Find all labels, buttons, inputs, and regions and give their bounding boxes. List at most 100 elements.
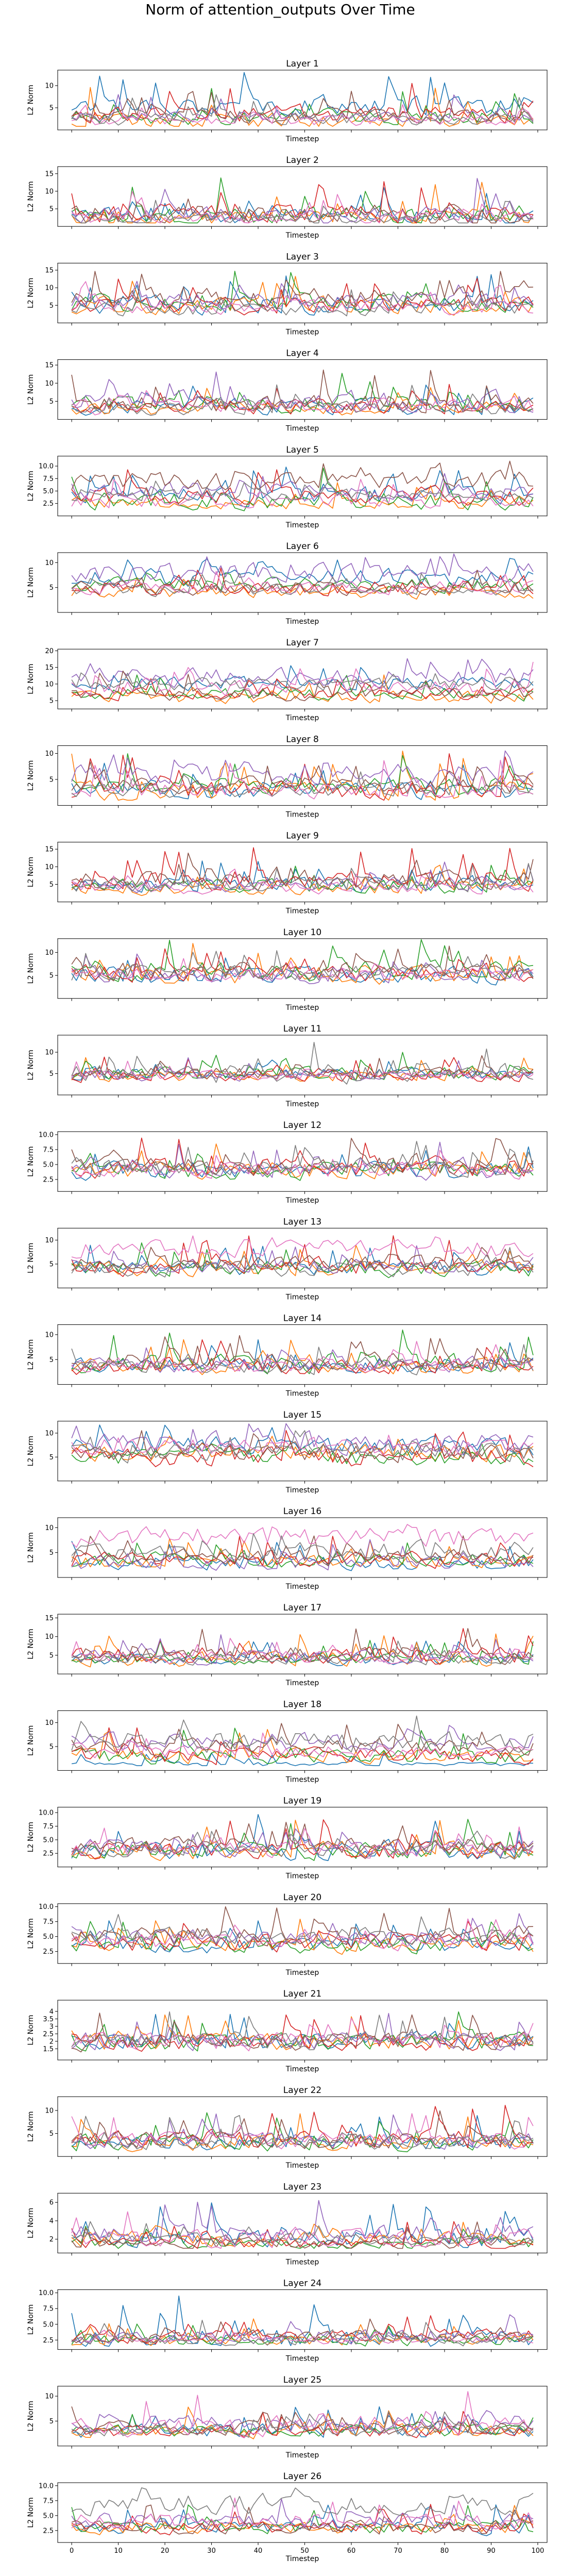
y-axis-label: L2 Norm [27,1243,35,1273]
series-line [71,761,534,794]
y-tick-label: 5 [49,302,54,310]
series-line [71,1150,533,1180]
y-axis-label: L2 Norm [27,1436,35,1466]
x-tick-label: 60 [347,2547,356,2555]
subplot-title: Layer 15 [283,1410,321,1420]
y-axis-label: L2 Norm [27,2497,35,2528]
series-line [71,2105,534,2150]
series-line [71,191,534,224]
y-tick-label: 10 [45,1524,54,1532]
subplot-title: Layer 14 [283,1314,321,1324]
series-line [71,672,534,691]
series-line [71,1242,534,1278]
series-line [71,661,534,696]
series-line [71,1539,534,1571]
series-line [71,1831,534,1860]
series-line [71,2110,534,2149]
subplot-layer-15: Layer 15 5 10 L2 Norm Timestep [27,1410,548,1494]
series-line [71,1921,534,1953]
subplot-title: Layer 18 [283,1699,321,1709]
series-line [71,2487,534,2517]
series-line [71,274,534,316]
y-axis-label: L2 Norm [27,1725,35,1756]
y-axis-label: L2 Norm [27,1339,35,1370]
y-tick-label: 1.5 [43,2046,54,2053]
axes-frame [57,1903,548,1964]
series-line [71,1819,534,1861]
series-line [71,94,534,123]
subplot-title: Layer 5 [286,445,319,455]
series-line [71,1344,534,1375]
axes-frame [57,1227,548,1288]
y-tick-label: 10.0 [39,1809,54,1817]
subplot-title: Layer 22 [283,2085,321,2096]
series-line [71,1638,534,1665]
y-tick-label: 5 [49,398,54,406]
subplot-layer-22: Layer 22 5 10 L2 Norm Timestep [27,2085,548,2170]
series-line [71,2504,534,2534]
series-line [71,1640,534,1666]
series-line [71,1141,534,1181]
subplot-layer-9: Layer 9 5 10 15 L2 Norm Timestep [27,831,548,916]
y-axis-label: L2 Norm [27,2015,35,2045]
series-line [71,553,534,585]
subplot-layer-23: Layer 23 2 4 6 L2 Norm Timestep [27,2182,548,2266]
y-tick-label: 5 [49,881,54,889]
x-axis-label: Timestep [285,1390,319,1398]
subplot-title: Layer 1 [286,59,319,69]
series-line [71,853,534,891]
series-line [71,1435,534,1456]
y-axis-label: L2 Norm [27,471,35,501]
y-tick-label: 7.5 [43,2305,54,2313]
series-line [71,861,534,893]
y-tick-label: 7.5 [43,1146,54,1154]
axes-frame [57,1421,548,1482]
x-axis-label: Timestep [285,1004,319,1012]
series-line [72,1430,534,1464]
series-line [71,1055,534,1081]
series-line [71,1347,534,1373]
series-line [71,1535,534,1566]
subplot-layer-8: Layer 8 5 10 L2 Norm Timestep [27,734,548,819]
series-line [71,1920,534,1954]
subplot-layer-18: Layer 18 5 10 L2 Norm Timestep [27,1699,548,1784]
series-line [71,1247,534,1278]
subplot-title: Layer 9 [286,831,319,841]
series-line [71,1914,534,1946]
series-line [71,869,534,895]
series-line [71,278,534,315]
subplot-layer-20: Layer 20 2.5 5.0 7.5 10.0 L2 Norm Timestep [27,1892,548,1977]
y-tick-label: 15 [45,170,54,178]
series-line [71,200,534,224]
x-tick-label: 20 [161,2547,169,2555]
series-line [71,72,534,117]
y-tick-label: 5 [49,1070,54,1078]
series-line [71,2414,534,2437]
y-tick-label: 10 [45,949,54,957]
y-tick-label: 5 [49,1652,54,1659]
y-tick-label: 2.5 [43,1176,54,1184]
series-line [71,771,534,798]
subplot-title: Layer 7 [286,638,319,648]
y-tick-label: 5 [49,776,54,784]
series-line [71,480,534,502]
series-line [71,281,533,315]
series-line [71,847,534,892]
series-line [71,88,534,125]
subplot-layer-16: Layer 16 5 10 L2 Norm Timestep [27,1506,548,1591]
y-tick-label: 10 [45,188,54,195]
subplot-layer-10: Layer 10 5 10 L2 Norm Timestep [27,927,548,1012]
axes-frame [57,1131,548,1192]
x-axis-label: Timestep [285,1583,319,1591]
y-tick-label: 2.5 [43,2337,54,2345]
series-line [71,390,534,416]
series-line [71,2014,534,2052]
x-axis-label: Timestep [285,328,319,336]
series-line [71,1826,534,1859]
y-tick-label: 2.5 [43,2031,54,2038]
subplot-title: Layer 11 [283,1024,321,1034]
series-line [71,460,533,491]
axes-frame [57,2192,548,2253]
y-tick-label: 5 [49,105,54,112]
